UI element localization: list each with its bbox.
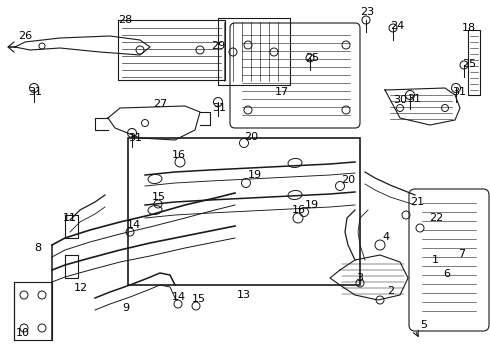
Text: 6: 6 <box>443 269 450 279</box>
Bar <box>14 282 52 340</box>
Text: 14: 14 <box>172 292 186 302</box>
Text: 31: 31 <box>212 103 226 113</box>
Text: 27: 27 <box>153 99 167 109</box>
Text: 11: 11 <box>63 213 77 223</box>
Text: 25: 25 <box>305 53 319 63</box>
Text: 31: 31 <box>407 94 421 104</box>
Text: 20: 20 <box>341 175 355 185</box>
Text: 4: 4 <box>382 232 389 242</box>
Text: 30: 30 <box>393 95 407 105</box>
Text: 12: 12 <box>74 283 88 293</box>
Text: 31: 31 <box>128 133 142 143</box>
Text: 24: 24 <box>390 21 404 31</box>
Text: 9: 9 <box>122 303 129 313</box>
Text: 15: 15 <box>152 192 166 202</box>
Text: 7: 7 <box>458 249 465 259</box>
Text: 22: 22 <box>429 213 443 223</box>
Text: 15: 15 <box>192 294 206 304</box>
Text: 17: 17 <box>275 87 289 97</box>
Text: 25: 25 <box>462 59 476 69</box>
Text: 18: 18 <box>462 23 476 33</box>
Bar <box>128 138 360 285</box>
Text: 3: 3 <box>356 273 363 283</box>
Text: 1: 1 <box>432 255 439 265</box>
Text: 19: 19 <box>305 200 319 210</box>
Text: 10: 10 <box>16 328 30 338</box>
Text: 31: 31 <box>28 87 42 97</box>
Text: 28: 28 <box>118 15 132 25</box>
Text: 29: 29 <box>211 41 225 51</box>
Text: 5: 5 <box>420 320 427 330</box>
Text: 31: 31 <box>452 87 466 97</box>
Text: 21: 21 <box>410 197 424 207</box>
Text: 14: 14 <box>127 220 141 230</box>
Text: 16: 16 <box>292 205 306 215</box>
Text: 8: 8 <box>34 243 41 253</box>
Text: 26: 26 <box>18 31 32 41</box>
Text: 2: 2 <box>387 286 394 296</box>
Text: 16: 16 <box>172 150 186 160</box>
Text: 13: 13 <box>237 290 251 300</box>
Text: 20: 20 <box>244 132 258 142</box>
Text: 23: 23 <box>360 7 374 17</box>
Text: 19: 19 <box>248 170 262 180</box>
